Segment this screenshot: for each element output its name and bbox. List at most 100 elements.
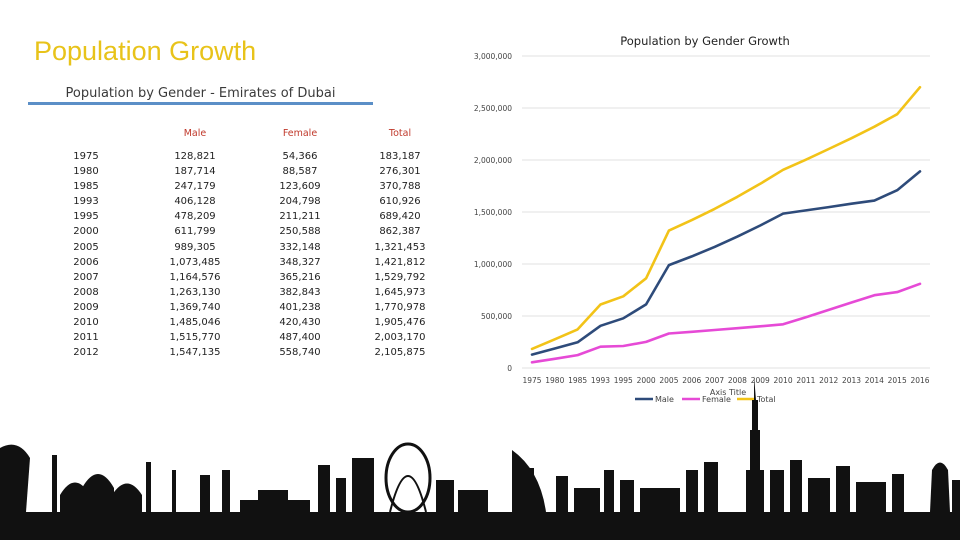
header-total: Total — [388, 128, 412, 139]
x-tick-label: 2014 — [865, 376, 884, 385]
chart-y-axis: 0 500,000 1,000,000 1,500,000 2,000,000 2,500… — [474, 52, 512, 373]
x-tick-label: 2009 — [751, 376, 770, 385]
table-cell-female: 123,609 — [279, 181, 321, 193]
table-cell-year: 1980 — [73, 166, 99, 178]
table-cell-total: 1,321,453 — [374, 241, 426, 253]
table-cell-total: 1,421,812 — [374, 256, 426, 268]
y-tick-label: 0 — [507, 364, 512, 373]
legend-label-male: Male — [655, 395, 674, 404]
table-cell-male: 1,369,740 — [169, 301, 221, 313]
x-tick-label: 1985 — [568, 376, 587, 385]
header-female: Female — [282, 128, 318, 139]
chart-series — [530, 85, 922, 364]
table-cell-female: 332,148 — [279, 241, 321, 253]
y-tick-label: 2,500,000 — [474, 104, 512, 113]
table-cell-female: 365,216 — [279, 271, 321, 283]
table-cell-male: 1,515,770 — [169, 332, 221, 344]
table-cell-female: 401,238 — [279, 301, 321, 313]
y-tick-label: 500,000 — [481, 312, 512, 321]
x-tick-label: 2015 — [888, 376, 907, 385]
table-cell-year: 2007 — [73, 271, 99, 283]
table-cell-year: 2006 — [73, 256, 99, 268]
table-cell-female: 420,430 — [279, 317, 321, 329]
table-cell-total: 1,905,476 — [374, 317, 426, 329]
table-subtitle: Population by Gender - Emirates of Dubai — [65, 86, 336, 101]
column-total: 183,187 276,301 370,788 610,926 689,420 862,3… — [355, 149, 445, 360]
table-cell-male: 1,164,576 — [169, 271, 221, 283]
table-cell-female: 88,587 — [282, 166, 318, 178]
series-line-female — [530, 282, 922, 364]
table-cell-male: 611,799 — [174, 226, 216, 238]
table-cell-male: 1,073,485 — [169, 256, 221, 268]
table-cell-female: 54,366 — [282, 151, 318, 162]
x-tick-label: 2013 — [842, 376, 861, 385]
table-cell-total: 276,301 — [379, 166, 421, 178]
chart-title: Population by Gender Growth — [620, 34, 790, 48]
table-cell-male: 1,263,130 — [169, 286, 221, 298]
table-cell-female: 204,798 — [279, 196, 321, 208]
table-cell-year: 1995 — [73, 211, 99, 223]
table-cell-year: 2000 — [73, 226, 99, 238]
legend-label-total: Total — [756, 395, 776, 404]
table-cell-male: 247,179 — [174, 181, 216, 193]
table-cell-total: 2,003,170 — [374, 332, 426, 344]
table-cell-male: 187,714 — [174, 166, 216, 178]
table-cell-total: 689,420 — [379, 211, 421, 223]
table-cell-total: 370,788 — [379, 181, 421, 193]
x-tick-label: 1993 — [591, 376, 610, 385]
x-tick-label: 2012 — [819, 376, 838, 385]
slide-title: Population Growth — [34, 36, 257, 66]
x-tick-label: 2006 — [682, 376, 701, 385]
table-cell-total: 183,187 — [379, 151, 421, 162]
column-male: 128,821 187,714 247,179 406,128 478,209 611,7… — [150, 149, 240, 360]
table-cell-male: 406,128 — [174, 196, 216, 208]
series-line-male — [530, 170, 922, 356]
table-cell-year: 2009 — [73, 301, 99, 313]
table-cell-female: 211,211 — [279, 211, 321, 223]
table-cell-male: 128,821 — [174, 151, 216, 162]
table-cell-male: 1,547,135 — [169, 347, 221, 359]
x-tick-label: 2008 — [728, 376, 747, 385]
x-tick-label: 2005 — [659, 376, 678, 385]
table-cell-year: 1985 — [73, 181, 99, 193]
y-tick-label: 1,000,000 — [474, 260, 512, 269]
skyline-silhouette — [0, 376, 960, 540]
table-cell-year: 2010 — [73, 317, 99, 329]
table-cell-female: 382,843 — [279, 286, 321, 298]
table-cell-total: 2,105,875 — [374, 347, 426, 359]
chart-x-axis: 1975 1980 1985 1993 1995 2000 2005 2006 2007 2008… — [522, 376, 929, 385]
x-tick-label: 2000 — [637, 376, 656, 385]
header-male: Male — [183, 128, 207, 139]
table-cell-male: 478,209 — [174, 211, 216, 223]
x-tick-label: 2011 — [796, 376, 815, 385]
table-cell-male: 1,485,046 — [169, 317, 221, 329]
x-tick-label: 2016 — [910, 376, 929, 385]
subtitle-underline — [28, 102, 373, 105]
chart-gridlines — [522, 55, 930, 369]
table-cell-year: 2005 — [73, 241, 99, 253]
table-cell-total: 1,529,792 — [374, 271, 426, 283]
y-tick-label: 1,500,000 — [474, 208, 512, 217]
table-cell-year: 1993 — [73, 196, 99, 208]
x-tick-label: 1980 — [545, 376, 564, 385]
table-cell-female: 487,400 — [279, 332, 321, 344]
x-tick-label: 2010 — [774, 376, 793, 385]
column-female: 54,366 88,587 123,609 204,798 211,211 250,588… — [255, 149, 345, 360]
column-year: 1975 1980 1985 1993 1995 2000 2005 2006 2007 2008… — [66, 149, 106, 360]
x-tick-label: 1995 — [614, 376, 633, 385]
table-cell-year: 1975 — [73, 151, 99, 162]
table-cell-total: 1,770,978 — [374, 301, 426, 313]
x-axis-title: Axis Title — [710, 388, 746, 397]
table-cell-total: 1,645,973 — [374, 286, 426, 298]
table-cell-year: 2012 — [73, 347, 99, 359]
y-tick-label: 3,000,000 — [474, 52, 512, 61]
table-cell-year: 2008 — [73, 286, 99, 298]
table-cell-female: 250,588 — [279, 226, 321, 238]
series-line-total — [530, 85, 922, 351]
table-cell-total: 610,926 — [379, 196, 421, 208]
table-cell-total: 862,387 — [379, 226, 421, 238]
table-cell-male: 989,305 — [174, 241, 216, 253]
legend-label-female: Female — [702, 395, 731, 404]
